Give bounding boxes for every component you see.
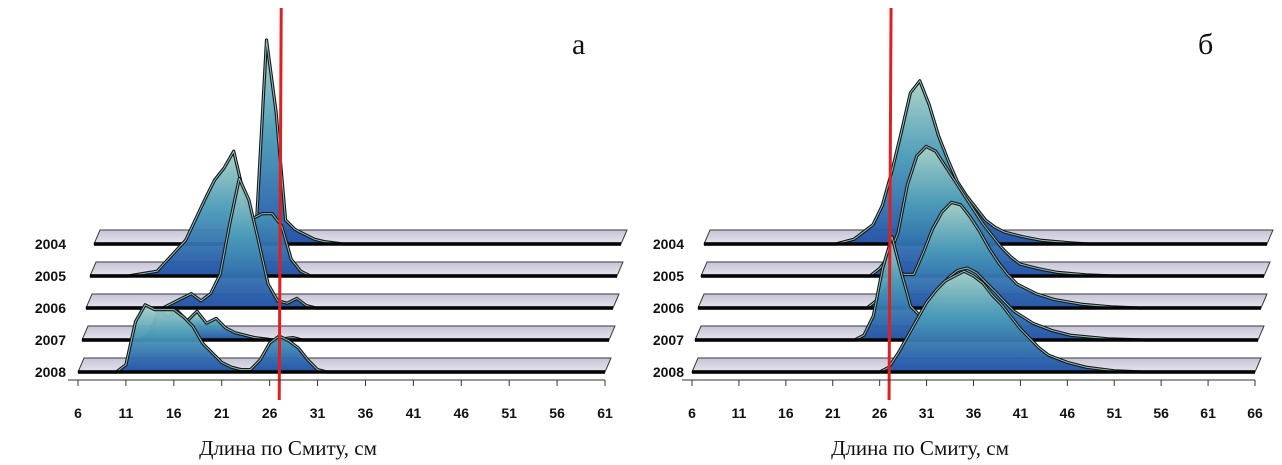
series-year-label: 2007	[653, 332, 684, 348]
x-tick-label: 21	[214, 405, 230, 421]
series-area	[692, 271, 1255, 372]
series-highlight	[704, 80, 1267, 245]
floor-band	[93, 229, 628, 245]
x-tick-label: 26	[872, 405, 888, 421]
series-area	[90, 151, 617, 276]
series-year-label: 2008	[35, 364, 66, 380]
series-area	[82, 311, 609, 340]
x-tick-label: 11	[732, 405, 747, 421]
panel-letter: а	[572, 28, 585, 61]
reference-line	[887, 7, 893, 401]
series-layer-2008: 2008	[653, 269, 1262, 380]
x-tick-label: 61	[1200, 405, 1216, 421]
series-layer-2006: 2006	[35, 176, 620, 316]
x-tick-label: 46	[453, 405, 469, 421]
x-tick-label: 6	[74, 405, 82, 421]
x-tick-label: 66	[1247, 405, 1263, 421]
series-area	[698, 202, 1261, 308]
x-tick-label: 6	[688, 405, 696, 421]
series-year-label: 2006	[653, 300, 684, 316]
x-tick-label: 46	[1060, 405, 1076, 421]
x-axis-label: Длина по Смиту, см	[831, 436, 1009, 460]
series-highlight	[86, 177, 613, 309]
series-area	[78, 304, 605, 372]
series-year-label: 2004	[35, 236, 66, 252]
x-tick-label: 56	[549, 405, 565, 421]
x-tick-label: 51	[1106, 405, 1122, 421]
series-outline	[90, 149, 617, 278]
x-tick-label: 26	[262, 405, 278, 421]
x-tick-label: 36	[358, 405, 374, 421]
x-tick-label: 41	[1013, 405, 1029, 421]
x-tick-label: 56	[1153, 405, 1169, 421]
x-tick-label: 51	[501, 405, 517, 421]
series-highlight	[78, 304, 605, 373]
series-highlight	[692, 270, 1255, 373]
series-year-label: 2004	[653, 236, 684, 252]
series-highlight	[94, 39, 621, 245]
panel-letter: б	[1198, 28, 1213, 61]
series-layer-2008: 2008	[35, 303, 612, 380]
series-year-label: 2005	[35, 268, 66, 284]
series-layer-2005: 2005	[35, 149, 624, 284]
x-tick-label: 16	[778, 405, 794, 421]
x-tick-label: 61	[597, 405, 613, 421]
x-tick-label: 31	[310, 405, 326, 421]
series-year-label: 2006	[35, 300, 66, 316]
x-tick-label: 41	[406, 405, 422, 421]
series-highlight	[695, 236, 1258, 341]
series-highlight	[701, 145, 1264, 277]
series-layer-2004: 2004	[35, 38, 628, 252]
series-year-label: 2008	[653, 364, 684, 380]
x-tick-label: 16	[166, 405, 182, 421]
x-tick-label: 31	[919, 405, 935, 421]
series-year-label: 2005	[653, 268, 684, 284]
series-layer-2007: 2007	[35, 309, 616, 348]
x-tick-label: 21	[825, 405, 841, 421]
series-area	[94, 40, 621, 244]
reference-line	[277, 7, 283, 401]
x-tick-label: 11	[119, 405, 134, 421]
x-axis-label: Длина по Смиту, см	[199, 436, 377, 460]
series-year-label: 2007	[35, 332, 66, 348]
series-outline	[94, 38, 621, 246]
x-tick-label: 36	[966, 405, 982, 421]
